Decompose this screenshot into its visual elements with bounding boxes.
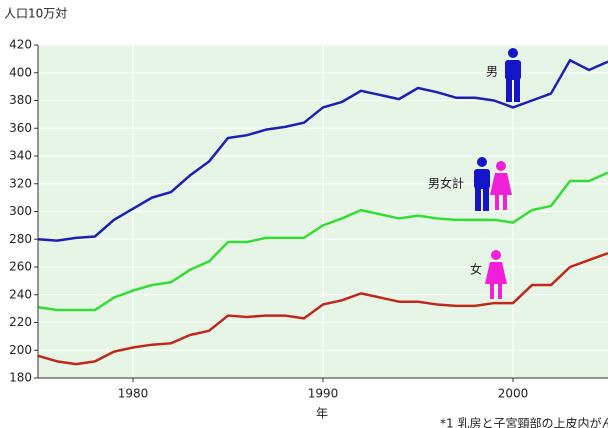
y-tick-label: 420 bbox=[9, 38, 32, 52]
x-tick-label: 1990 bbox=[308, 387, 339, 401]
x-tick-label: 1980 bbox=[118, 387, 149, 401]
y-tick-label: 260 bbox=[9, 260, 32, 274]
y-tick-label: 220 bbox=[9, 315, 32, 329]
y-axis-label: 人口10万対 bbox=[4, 7, 67, 21]
x-axis-label: 年 bbox=[316, 407, 328, 421]
y-tick-label: 320 bbox=[9, 176, 32, 190]
y-tick-label: 340 bbox=[9, 149, 32, 163]
y-tick-label: 400 bbox=[9, 65, 32, 79]
y-tick-label: 300 bbox=[9, 204, 32, 218]
y-tick-label: 380 bbox=[9, 93, 32, 107]
female-icon bbox=[490, 161, 512, 210]
lines bbox=[37, 59, 608, 366]
series-label: 男 bbox=[486, 65, 498, 79]
series-label: 男女計 bbox=[428, 176, 464, 191]
series-line bbox=[37, 251, 608, 366]
series-label: 女 bbox=[470, 262, 482, 277]
male-icon bbox=[474, 157, 490, 211]
y-tick-label: 360 bbox=[9, 121, 32, 135]
y-tick-label: 280 bbox=[9, 232, 32, 246]
y-tick-label: 240 bbox=[9, 287, 32, 301]
x-tick-label: 2000 bbox=[498, 387, 529, 401]
grid bbox=[38, 44, 608, 379]
female-icon bbox=[485, 250, 507, 299]
male-icon bbox=[505, 48, 521, 102]
y-tick-label: 200 bbox=[9, 343, 32, 357]
footnote: *1 乳房と子宮頸部の上皮内がんを含む bbox=[440, 416, 608, 428]
y-tick-label: 180 bbox=[9, 371, 32, 385]
series-line bbox=[37, 59, 608, 242]
series-line bbox=[37, 171, 608, 312]
